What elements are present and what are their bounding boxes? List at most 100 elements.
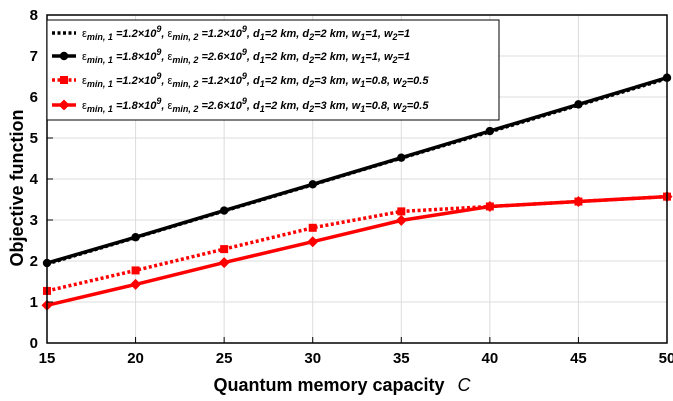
legend-label: εmin, 1 =1.8×109, εmin, 2 =2.6×109, d1=2… (82, 47, 410, 65)
series-2-point (131, 233, 140, 242)
legend-eps2-val: =1.2×10 (201, 28, 242, 40)
legend-symbol: ε (82, 75, 87, 87)
legend-symbol: ε (168, 51, 173, 63)
series-4-point (572, 196, 584, 208)
legend-eps1-exp: 9 (156, 24, 161, 34)
legend-symbol: 1 (260, 104, 265, 114)
legend-swatch-marker (59, 51, 69, 61)
series-4-line (46, 194, 668, 308)
series-2-point (219, 206, 229, 215)
series-2-point (485, 126, 495, 136)
legend-symbol: ε (82, 28, 87, 40)
legend-w2: =0.5 (407, 75, 430, 87)
legend-eps2-val: =2.6×10 (201, 51, 242, 63)
x-axis-title-text: Quantum memory capacity (213, 375, 444, 395)
series-3-line (46, 194, 668, 293)
legend-d1: =2 km, (265, 51, 300, 63)
y-tick-label: 0 (30, 335, 38, 352)
x-axis-title: Quantum memory capacity C (213, 375, 471, 395)
legend-symbol: 2 (308, 104, 314, 114)
legend-symbol: 1 (260, 79, 265, 89)
legend-eps2-val: =1.2×10 (201, 75, 242, 87)
legend-eps1-sub: min, 1 (87, 104, 113, 114)
legend-eps2-exp: 9 (242, 71, 247, 81)
legend-d2: =2 km, (314, 51, 349, 63)
legend-eps1-exp: 9 (156, 71, 161, 81)
series-4-point (395, 214, 407, 226)
legend-eps2-exp: 9 (242, 47, 247, 57)
legend-d1: =2 km, (265, 28, 300, 40)
legend-symbol: ε (82, 51, 87, 63)
series-2-point (308, 180, 317, 189)
legend-eps1-val: =1.2×10 (116, 75, 157, 87)
legend-w1: =1, (365, 28, 381, 40)
legend-swatch-marker (58, 99, 70, 111)
legend-symbol: 2 (308, 79, 314, 89)
legend-symbol: , (160, 75, 167, 87)
legend-symbol: , d (246, 28, 260, 40)
legend-symbol: w (381, 51, 394, 63)
legend-symbol: 1 (360, 32, 365, 42)
series-4-point (307, 236, 319, 248)
legend-symbol: , d (246, 51, 260, 63)
y-tick-label: 1 (30, 294, 38, 311)
series-4-point (218, 257, 230, 269)
legend-symbol: w (349, 28, 362, 40)
legend-eps2-sub: min, 2 (172, 79, 198, 89)
legend-symbol: 1 (260, 32, 265, 42)
legend-symbol: w (390, 75, 403, 87)
legend-symbol: ε (168, 75, 173, 87)
legend-w2: =1 (398, 28, 411, 40)
legend-entry-2: εmin, 1 =1.8×109, εmin, 2 =2.6×109, d1=2… (52, 47, 410, 65)
legend-entry-3: εmin, 1 =1.2×109, εmin, 2 =1.2×109, d1=2… (52, 71, 429, 89)
legend-symbol: 2 (392, 32, 398, 42)
legend-w1: =0.8, (365, 100, 390, 112)
legend-label: εmin, 1 =1.2×109, εmin, 2 =1.2×109, d1=2… (82, 24, 410, 42)
legend-symbol: d (299, 51, 309, 63)
series-layer (41, 73, 673, 311)
x-tick-label: 40 (482, 350, 499, 367)
legend-eps1-val: =1.8×10 (116, 51, 157, 63)
legend-eps2-sub: min, 2 (172, 55, 198, 65)
legend-d2: =3 km, (314, 75, 349, 87)
series-3-point (131, 266, 140, 275)
legend-eps2-exp: 9 (242, 24, 247, 34)
series-2-point (397, 153, 406, 162)
x-tick-label: 35 (393, 350, 410, 367)
x-tick-label: 20 (127, 350, 144, 367)
legend-symbol: w (349, 100, 362, 112)
series-3 (43, 192, 671, 295)
series-4 (41, 191, 673, 311)
legend-entry-4: εmin, 1 =1.8×109, εmin, 2 =2.6×109, d1=2… (52, 96, 429, 114)
x-tick-label: 50 (659, 350, 673, 367)
legend-symbol: ε (168, 28, 173, 40)
x-tick-label: 25 (216, 350, 233, 367)
legend-entry-1: εmin, 1 =1.2×109, εmin, 2 =1.2×109, d1=2… (52, 24, 410, 42)
legend-symbol: 2 (308, 55, 314, 65)
x-tick-label: 15 (39, 350, 56, 367)
legend-w2: =0.5 (407, 100, 430, 112)
legend-eps1-val: =1.8×10 (116, 100, 157, 112)
legend-eps2-sub: min, 2 (172, 32, 198, 42)
legend: εmin, 1 =1.2×109, εmin, 2 =1.2×109, d1=2… (46, 19, 500, 121)
legend-w1: =0.8, (365, 75, 390, 87)
legend-eps1-sub: min, 1 (87, 55, 113, 65)
legend-d1: =2 km, (265, 75, 300, 87)
legend-d2: =2 km, (314, 28, 349, 40)
legend-w1: =1, (365, 51, 381, 63)
legend-eps1-sub: min, 1 (87, 32, 113, 42)
series-3-point (397, 207, 406, 216)
legend-symbol: d (299, 75, 309, 87)
legend-eps2-val: =2.6×10 (201, 100, 242, 112)
x-tick-label: 45 (570, 350, 587, 367)
series-2-point (574, 100, 583, 109)
legend-symbol: ε (168, 100, 173, 112)
y-tick-label: 5 (30, 130, 38, 147)
legend-symbol: 2 (392, 55, 398, 65)
y-tick-label: 3 (30, 212, 38, 229)
legend-w2: =1 (398, 51, 411, 63)
legend-label: εmin, 1 =1.2×109, εmin, 2 =1.2×109, d1=2… (82, 71, 429, 89)
series-4-point (130, 278, 142, 290)
